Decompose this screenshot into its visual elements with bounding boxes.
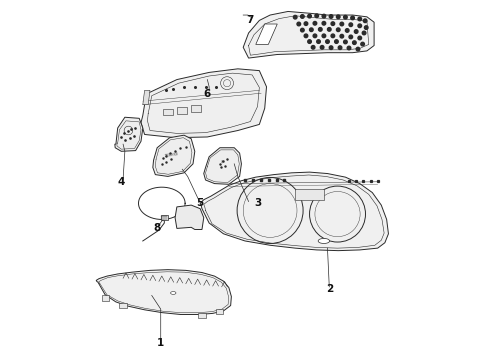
Circle shape: [329, 46, 333, 49]
Circle shape: [297, 22, 300, 26]
Text: 8: 8: [153, 224, 161, 233]
Bar: [163, 109, 172, 116]
Polygon shape: [256, 24, 277, 44]
Circle shape: [317, 40, 320, 43]
Circle shape: [338, 46, 342, 49]
Circle shape: [320, 45, 324, 49]
Bar: [216, 309, 223, 315]
Circle shape: [337, 15, 340, 19]
Polygon shape: [115, 117, 143, 151]
Circle shape: [322, 34, 326, 38]
Ellipse shape: [171, 292, 176, 294]
Polygon shape: [143, 90, 150, 105]
Circle shape: [308, 40, 311, 43]
Circle shape: [310, 28, 313, 32]
Circle shape: [356, 47, 360, 51]
Circle shape: [322, 14, 326, 18]
Circle shape: [349, 35, 353, 39]
Polygon shape: [204, 148, 242, 184]
Circle shape: [361, 42, 365, 46]
Circle shape: [322, 22, 326, 25]
Circle shape: [335, 40, 338, 43]
Circle shape: [354, 30, 358, 33]
Circle shape: [327, 28, 331, 31]
Text: 3: 3: [254, 198, 261, 208]
Circle shape: [358, 36, 362, 40]
Polygon shape: [153, 135, 195, 176]
Text: 4: 4: [118, 177, 125, 187]
Circle shape: [315, 14, 318, 18]
FancyBboxPatch shape: [295, 189, 324, 200]
Circle shape: [340, 35, 343, 38]
Circle shape: [349, 23, 353, 27]
Bar: [191, 105, 201, 112]
Circle shape: [311, 45, 315, 49]
Circle shape: [362, 31, 366, 35]
Circle shape: [318, 28, 322, 31]
Circle shape: [300, 15, 304, 18]
Ellipse shape: [318, 238, 330, 243]
Circle shape: [340, 22, 343, 26]
Circle shape: [308, 14, 311, 18]
Text: 7: 7: [246, 15, 254, 26]
Text: XXXXXX: XXXXXX: [164, 152, 179, 158]
Circle shape: [326, 40, 329, 43]
Circle shape: [351, 16, 354, 20]
Circle shape: [353, 41, 356, 44]
Circle shape: [343, 15, 347, 19]
Circle shape: [365, 26, 368, 30]
Circle shape: [337, 28, 340, 32]
Bar: [120, 303, 126, 308]
Circle shape: [329, 15, 333, 18]
Polygon shape: [175, 205, 204, 229]
Circle shape: [345, 29, 349, 32]
Circle shape: [358, 24, 362, 28]
Circle shape: [358, 17, 362, 21]
Circle shape: [331, 34, 335, 38]
Circle shape: [294, 15, 297, 19]
Circle shape: [313, 34, 317, 38]
Bar: [101, 296, 109, 301]
Circle shape: [300, 28, 304, 32]
Circle shape: [343, 40, 347, 44]
Circle shape: [313, 22, 317, 25]
Text: 1: 1: [157, 338, 164, 348]
Text: 6: 6: [204, 89, 211, 99]
Circle shape: [347, 46, 351, 50]
Circle shape: [331, 22, 335, 26]
Circle shape: [364, 19, 367, 23]
Text: 5: 5: [196, 198, 204, 208]
Polygon shape: [161, 215, 168, 220]
Circle shape: [304, 34, 308, 38]
Polygon shape: [96, 270, 231, 315]
Polygon shape: [200, 172, 389, 251]
Bar: [198, 313, 205, 318]
Polygon shape: [141, 69, 267, 138]
Bar: [177, 107, 187, 114]
Circle shape: [304, 22, 308, 26]
Text: 2: 2: [326, 284, 333, 294]
Polygon shape: [243, 12, 374, 58]
Text: *: *: [221, 160, 224, 166]
